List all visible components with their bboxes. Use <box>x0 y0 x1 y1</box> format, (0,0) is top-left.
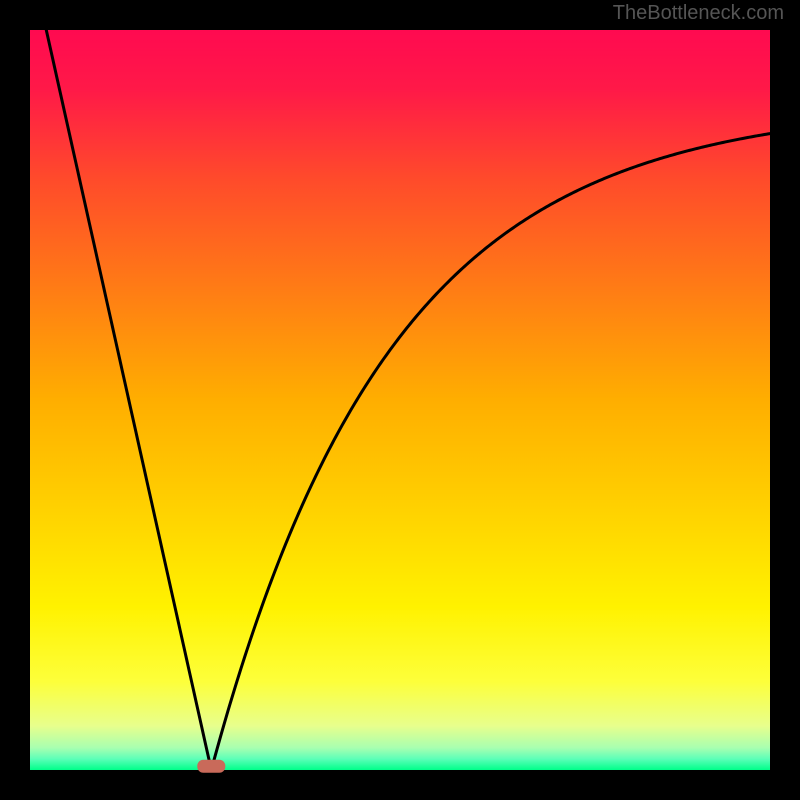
optimal-point-marker <box>197 760 225 773</box>
bottleneck-curve-plot <box>0 0 800 800</box>
attribution-text: TheBottleneck.com <box>613 2 784 25</box>
chart-container: TheBottleneck.com <box>0 0 800 800</box>
plot-background <box>30 30 770 770</box>
